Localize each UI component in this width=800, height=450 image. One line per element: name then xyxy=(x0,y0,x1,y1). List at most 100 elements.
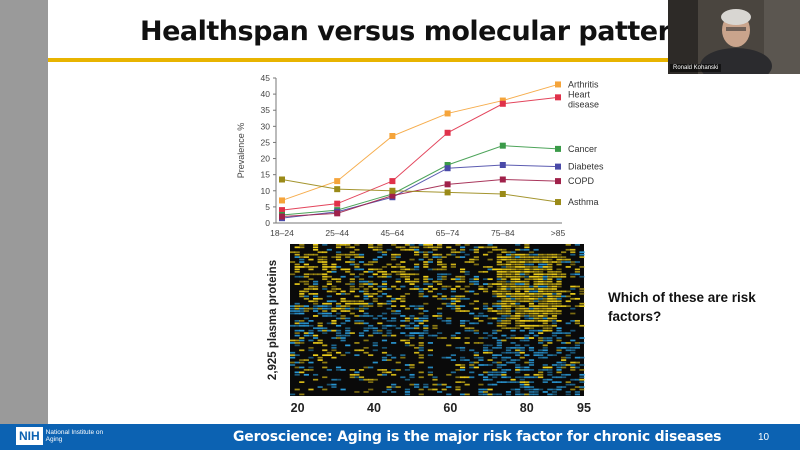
heatmap-cell xyxy=(505,312,512,315)
heatmap-cell xyxy=(409,322,415,325)
heatmap-cell xyxy=(547,329,553,332)
heatmap-cell xyxy=(450,295,456,298)
heatmap-cell xyxy=(381,285,388,288)
heatmap-cell xyxy=(501,359,507,361)
heatmap-cell xyxy=(533,312,539,315)
heatmap-cell xyxy=(538,337,544,339)
heatmap-cell xyxy=(455,369,461,371)
heatmap-cell xyxy=(414,351,420,354)
heatmap-cell xyxy=(542,329,548,332)
heatmap-cell xyxy=(290,324,296,327)
heatmap-cell xyxy=(409,344,415,347)
heatmap-cell xyxy=(363,288,369,290)
heatmap-cell xyxy=(446,344,452,347)
heatmap-cell xyxy=(354,302,360,305)
heatmap-cell xyxy=(446,246,452,249)
heatmap-cell xyxy=(538,285,544,288)
heatmap-cell xyxy=(556,388,562,391)
heatmap-cell xyxy=(363,329,369,332)
heatmap-cell xyxy=(478,391,484,393)
heatmap-cell xyxy=(547,393,553,396)
heatmap-cell xyxy=(487,268,493,271)
heatmap-cell xyxy=(551,288,558,290)
heatmap-cell xyxy=(308,307,314,310)
heatmap-cell xyxy=(368,261,374,263)
heatmap-cell xyxy=(538,270,544,273)
heatmap-cell xyxy=(519,270,525,273)
heatmap-cell xyxy=(565,244,571,246)
heatmap-cell xyxy=(556,300,562,303)
heatmap-cell xyxy=(505,293,512,295)
heatmap-cell xyxy=(556,320,562,322)
heatmap-cell xyxy=(570,329,576,332)
heatmap-cell xyxy=(349,285,355,288)
heatmap-cell xyxy=(377,244,383,246)
heatmap-cell xyxy=(459,297,466,300)
heatmap-cell xyxy=(381,359,388,361)
heatmap-cell xyxy=(340,244,346,246)
heatmap-cell xyxy=(358,376,365,379)
heatmap-cell xyxy=(473,293,479,295)
heatmap-cell xyxy=(505,270,512,273)
heatmap-cell xyxy=(450,263,456,266)
heatmap-cell xyxy=(561,346,567,349)
heatmap-cell xyxy=(519,248,525,251)
heatmap-cell xyxy=(510,381,516,384)
heatmap-cell xyxy=(317,273,323,276)
heatmap-cell xyxy=(473,315,479,317)
heatmap-cell xyxy=(400,273,406,276)
heatmap-cell xyxy=(349,278,355,281)
heatmap-cell xyxy=(391,305,397,308)
heatmap-cell xyxy=(528,317,535,320)
heatmap-cell xyxy=(331,337,337,339)
heatmap-cell xyxy=(377,329,383,332)
heatmap-cell xyxy=(299,329,305,332)
heatmap-cell xyxy=(354,266,360,268)
heatmap-cell xyxy=(450,337,456,339)
heatmap-cell xyxy=(515,317,521,320)
heatmap-cell xyxy=(363,263,369,266)
heatmap-cell xyxy=(368,302,374,305)
heatmap-cell xyxy=(551,393,558,396)
heatmap-cell xyxy=(528,305,535,308)
heatmap-cell xyxy=(423,266,429,268)
heatmap-cell xyxy=(409,383,415,386)
heatmap-cell xyxy=(294,371,300,374)
heatmap-cell xyxy=(496,320,502,322)
heatmap-cell xyxy=(294,344,300,347)
heatmap-cell xyxy=(404,378,411,381)
heatmap-cell xyxy=(538,256,544,258)
heatmap-cell xyxy=(510,359,516,361)
heatmap-cell xyxy=(533,391,539,393)
heatmap-cell xyxy=(565,322,571,325)
heatmap-cell xyxy=(551,253,558,256)
heatmap-cell xyxy=(418,288,424,290)
heatmap-cell xyxy=(409,273,415,276)
heatmap-cell xyxy=(354,288,360,290)
heatmap-cell xyxy=(487,310,493,312)
heatmap-cell xyxy=(519,263,525,266)
heatmap-cell xyxy=(496,342,502,344)
heatmap-cell xyxy=(570,285,576,288)
heatmap-cell xyxy=(496,253,502,256)
heatmap-cell xyxy=(312,310,319,312)
heatmap-cell xyxy=(515,293,521,295)
heatmap-cell xyxy=(533,273,539,276)
video-thumbnail[interactable]: Ronald Kohanski xyxy=(668,0,800,74)
heatmap-cell xyxy=(335,378,342,381)
heatmap-cell xyxy=(505,361,512,364)
heatmap-cell xyxy=(418,293,424,295)
heatmap-cell xyxy=(372,297,378,300)
heatmap-cell xyxy=(290,261,296,263)
heatmap-cell xyxy=(358,285,365,288)
heatmap-cell xyxy=(377,373,383,376)
heatmap-cell xyxy=(409,317,415,320)
heatmap-cell xyxy=(542,295,548,298)
heatmap-cell xyxy=(478,388,484,391)
heatmap-cell xyxy=(409,246,415,249)
heatmap-cell xyxy=(368,244,374,246)
heatmap-cell xyxy=(432,315,438,317)
heatmap-cell xyxy=(354,268,360,271)
heatmap-cell xyxy=(501,317,507,320)
heatmap-cell xyxy=(418,307,424,310)
